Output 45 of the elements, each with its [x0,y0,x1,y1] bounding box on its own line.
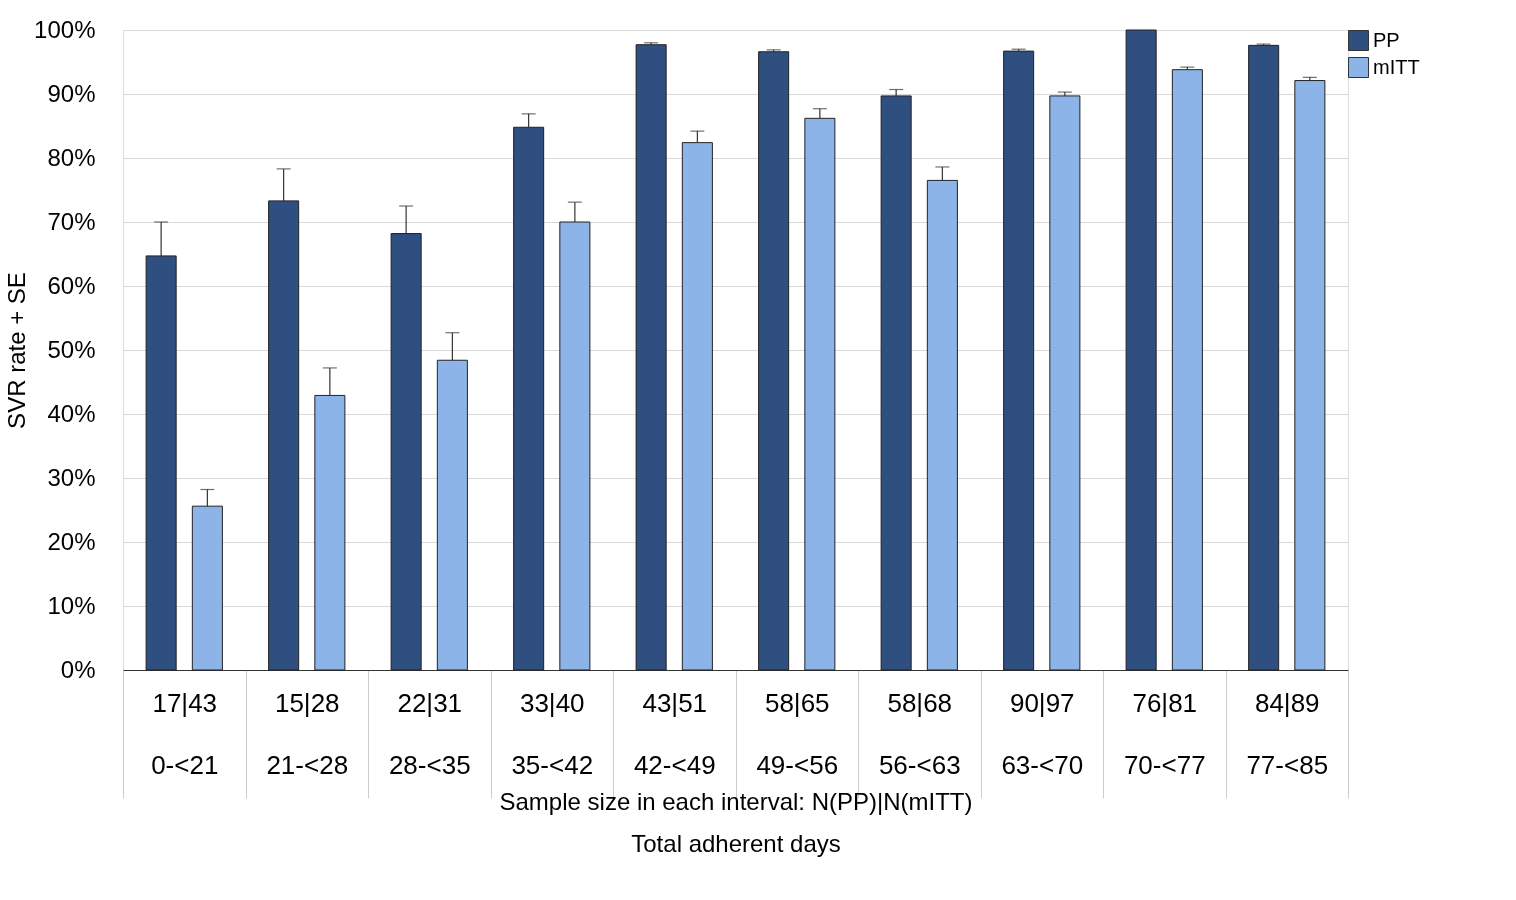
bar [635,44,667,671]
bar [268,200,300,671]
y-tick-label: 70% [47,207,96,235]
bar [1125,29,1157,671]
bar [513,126,545,671]
bar [390,233,422,671]
category-label: 84|89 77-<85 [1246,687,1329,780]
y-tick-label: 60% [47,271,96,299]
bar [314,394,346,671]
y-tick-label: 10% [47,591,96,619]
bar [880,95,912,671]
bar [1248,44,1280,671]
category-label: 58|65 49-<56 [756,687,839,780]
bar [758,51,790,671]
y-tick-label: 20% [47,527,96,555]
bar [1003,50,1035,671]
legend-label: PP [1373,28,1400,51]
category-label: 17|43 0-<21 [151,687,219,780]
y-tick-label: 100% [34,15,96,43]
category-label: 90|97 63-<70 [1001,687,1084,780]
category-label: 15|28 21-<28 [266,687,349,780]
y-tick-label: 80% [47,143,96,171]
category-label: 22|31 28-<35 [388,687,471,780]
y-tick-label: 90% [47,79,96,107]
bar [191,505,223,671]
y-tick-label: 30% [47,463,96,491]
bar [926,179,958,671]
category-label: 43|51 42-<49 [633,687,716,780]
y-tick-label: 40% [47,399,96,427]
category-label: 58|68 56-<63 [878,687,961,780]
bar [681,142,713,671]
category-label: 33|40 35-<42 [511,687,594,780]
x-axis-title: Sample size in each interval: N(PP)|N(mITT) Total adherent days [499,788,973,857]
bar [145,255,177,671]
bar [1294,80,1326,671]
y-axis-title: SVR rate + SE [3,272,31,429]
bar [804,117,836,671]
legend-label: mITT [1373,55,1420,78]
bar [436,359,468,671]
bar [1171,69,1203,671]
category-label: 76|81 70-<77 [1123,687,1206,780]
bar [559,221,591,671]
y-tick-label: 50% [47,335,96,363]
y-tick-label: 0% [60,655,96,683]
bar [1049,95,1081,671]
